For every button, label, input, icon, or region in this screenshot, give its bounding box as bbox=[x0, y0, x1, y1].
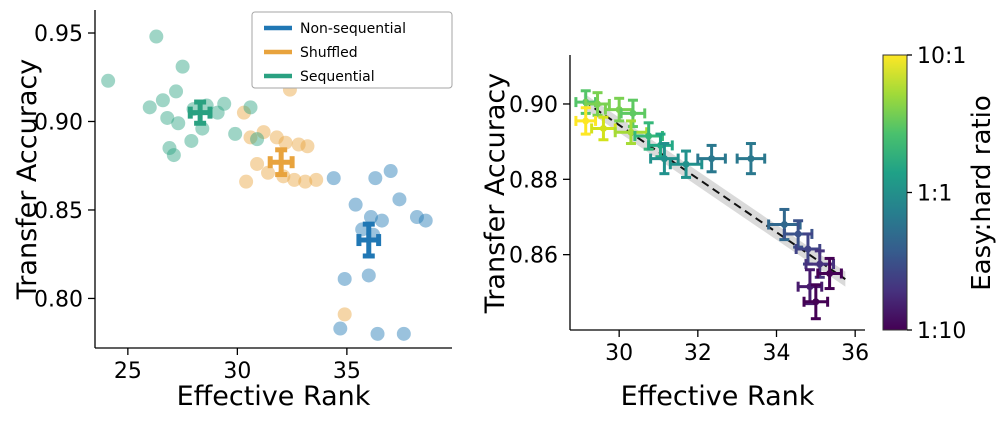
scatter-series-non-sequential bbox=[326, 164, 433, 341]
y-tick-label: 0.86 bbox=[509, 244, 558, 269]
errorbar-point bbox=[794, 232, 822, 266]
mean-errorbar-shuffled bbox=[267, 147, 295, 178]
colorbar: 10:1 1:1 1:10 bbox=[882, 44, 966, 344]
y-tick-label: 0.90 bbox=[34, 110, 83, 135]
legend-entry-non-sequential: Non-sequential bbox=[264, 21, 406, 37]
legend-box bbox=[251, 11, 453, 89]
y-tick-label: 0.80 bbox=[34, 287, 83, 312]
x-tick-label: 32 bbox=[684, 341, 712, 366]
x-tick-label: 25 bbox=[114, 359, 142, 384]
right-y-axis-label: Transfer Accuracy bbox=[480, 72, 511, 314]
y-tick-label: 0.90 bbox=[509, 93, 558, 118]
x-tick-label: 35 bbox=[333, 359, 361, 384]
legend-label: Non-sequential bbox=[300, 21, 406, 37]
right-x-axis-label: Effective Rank bbox=[620, 381, 815, 412]
right-scatter-chart: 30 32 34 36 0.86 0.88 0.90 10:1 1:1 1:10 bbox=[509, 44, 966, 366]
colorbar-label: Easy:hard ratio bbox=[967, 95, 997, 291]
errorbar-point bbox=[816, 256, 843, 291]
errorbar-point bbox=[767, 207, 802, 242]
y-tick-label: 0.85 bbox=[34, 199, 83, 224]
legend-entry-shuffled: Shuffled bbox=[264, 45, 358, 61]
axes bbox=[88, 10, 452, 355]
errorbar-point bbox=[574, 106, 598, 136]
mean-errorbar-non-sequential bbox=[356, 221, 382, 259]
y-tick-label: 0.95 bbox=[34, 22, 83, 47]
colorbar-tick-label: 10:1 bbox=[917, 44, 966, 69]
x-tick-label: 30 bbox=[223, 359, 251, 384]
errorbar-point bbox=[802, 283, 830, 321]
colorbar-gradient bbox=[882, 54, 908, 331]
x-tick-label: 34 bbox=[763, 341, 791, 366]
colorbar-tick-label: 1:10 bbox=[917, 319, 966, 344]
mean-errorbar-sequential bbox=[187, 99, 213, 126]
errorbar-point bbox=[649, 142, 680, 176]
legend-label: Shuffled bbox=[300, 45, 358, 61]
errorbar-point bbox=[668, 149, 704, 179]
left-x-axis-label: Effective Rank bbox=[176, 381, 371, 412]
left-y-axis-label: Transfer Accuracy bbox=[12, 58, 43, 300]
x-tick-label: 36 bbox=[841, 341, 869, 366]
y-tick-label: 0.88 bbox=[509, 168, 558, 193]
colorbar-tick-label: 1:1 bbox=[917, 182, 952, 207]
errorbar-point bbox=[696, 143, 727, 174]
left-scatter-chart: 25 30 35 0.80 0.85 0.90 0.95 Non-sequential Shuf… bbox=[34, 10, 453, 384]
legend: Non-sequential Shuffled Sequential bbox=[251, 11, 453, 89]
errorbar-point bbox=[735, 142, 767, 176]
legend-label: Sequential bbox=[300, 69, 375, 85]
scatter-series-sequential bbox=[101, 29, 265, 163]
x-tick-label: 30 bbox=[605, 341, 633, 366]
axes bbox=[563, 55, 865, 337]
scatter-series-shuffled bbox=[236, 82, 352, 322]
legend-entry-sequential: Sequential bbox=[264, 69, 375, 85]
